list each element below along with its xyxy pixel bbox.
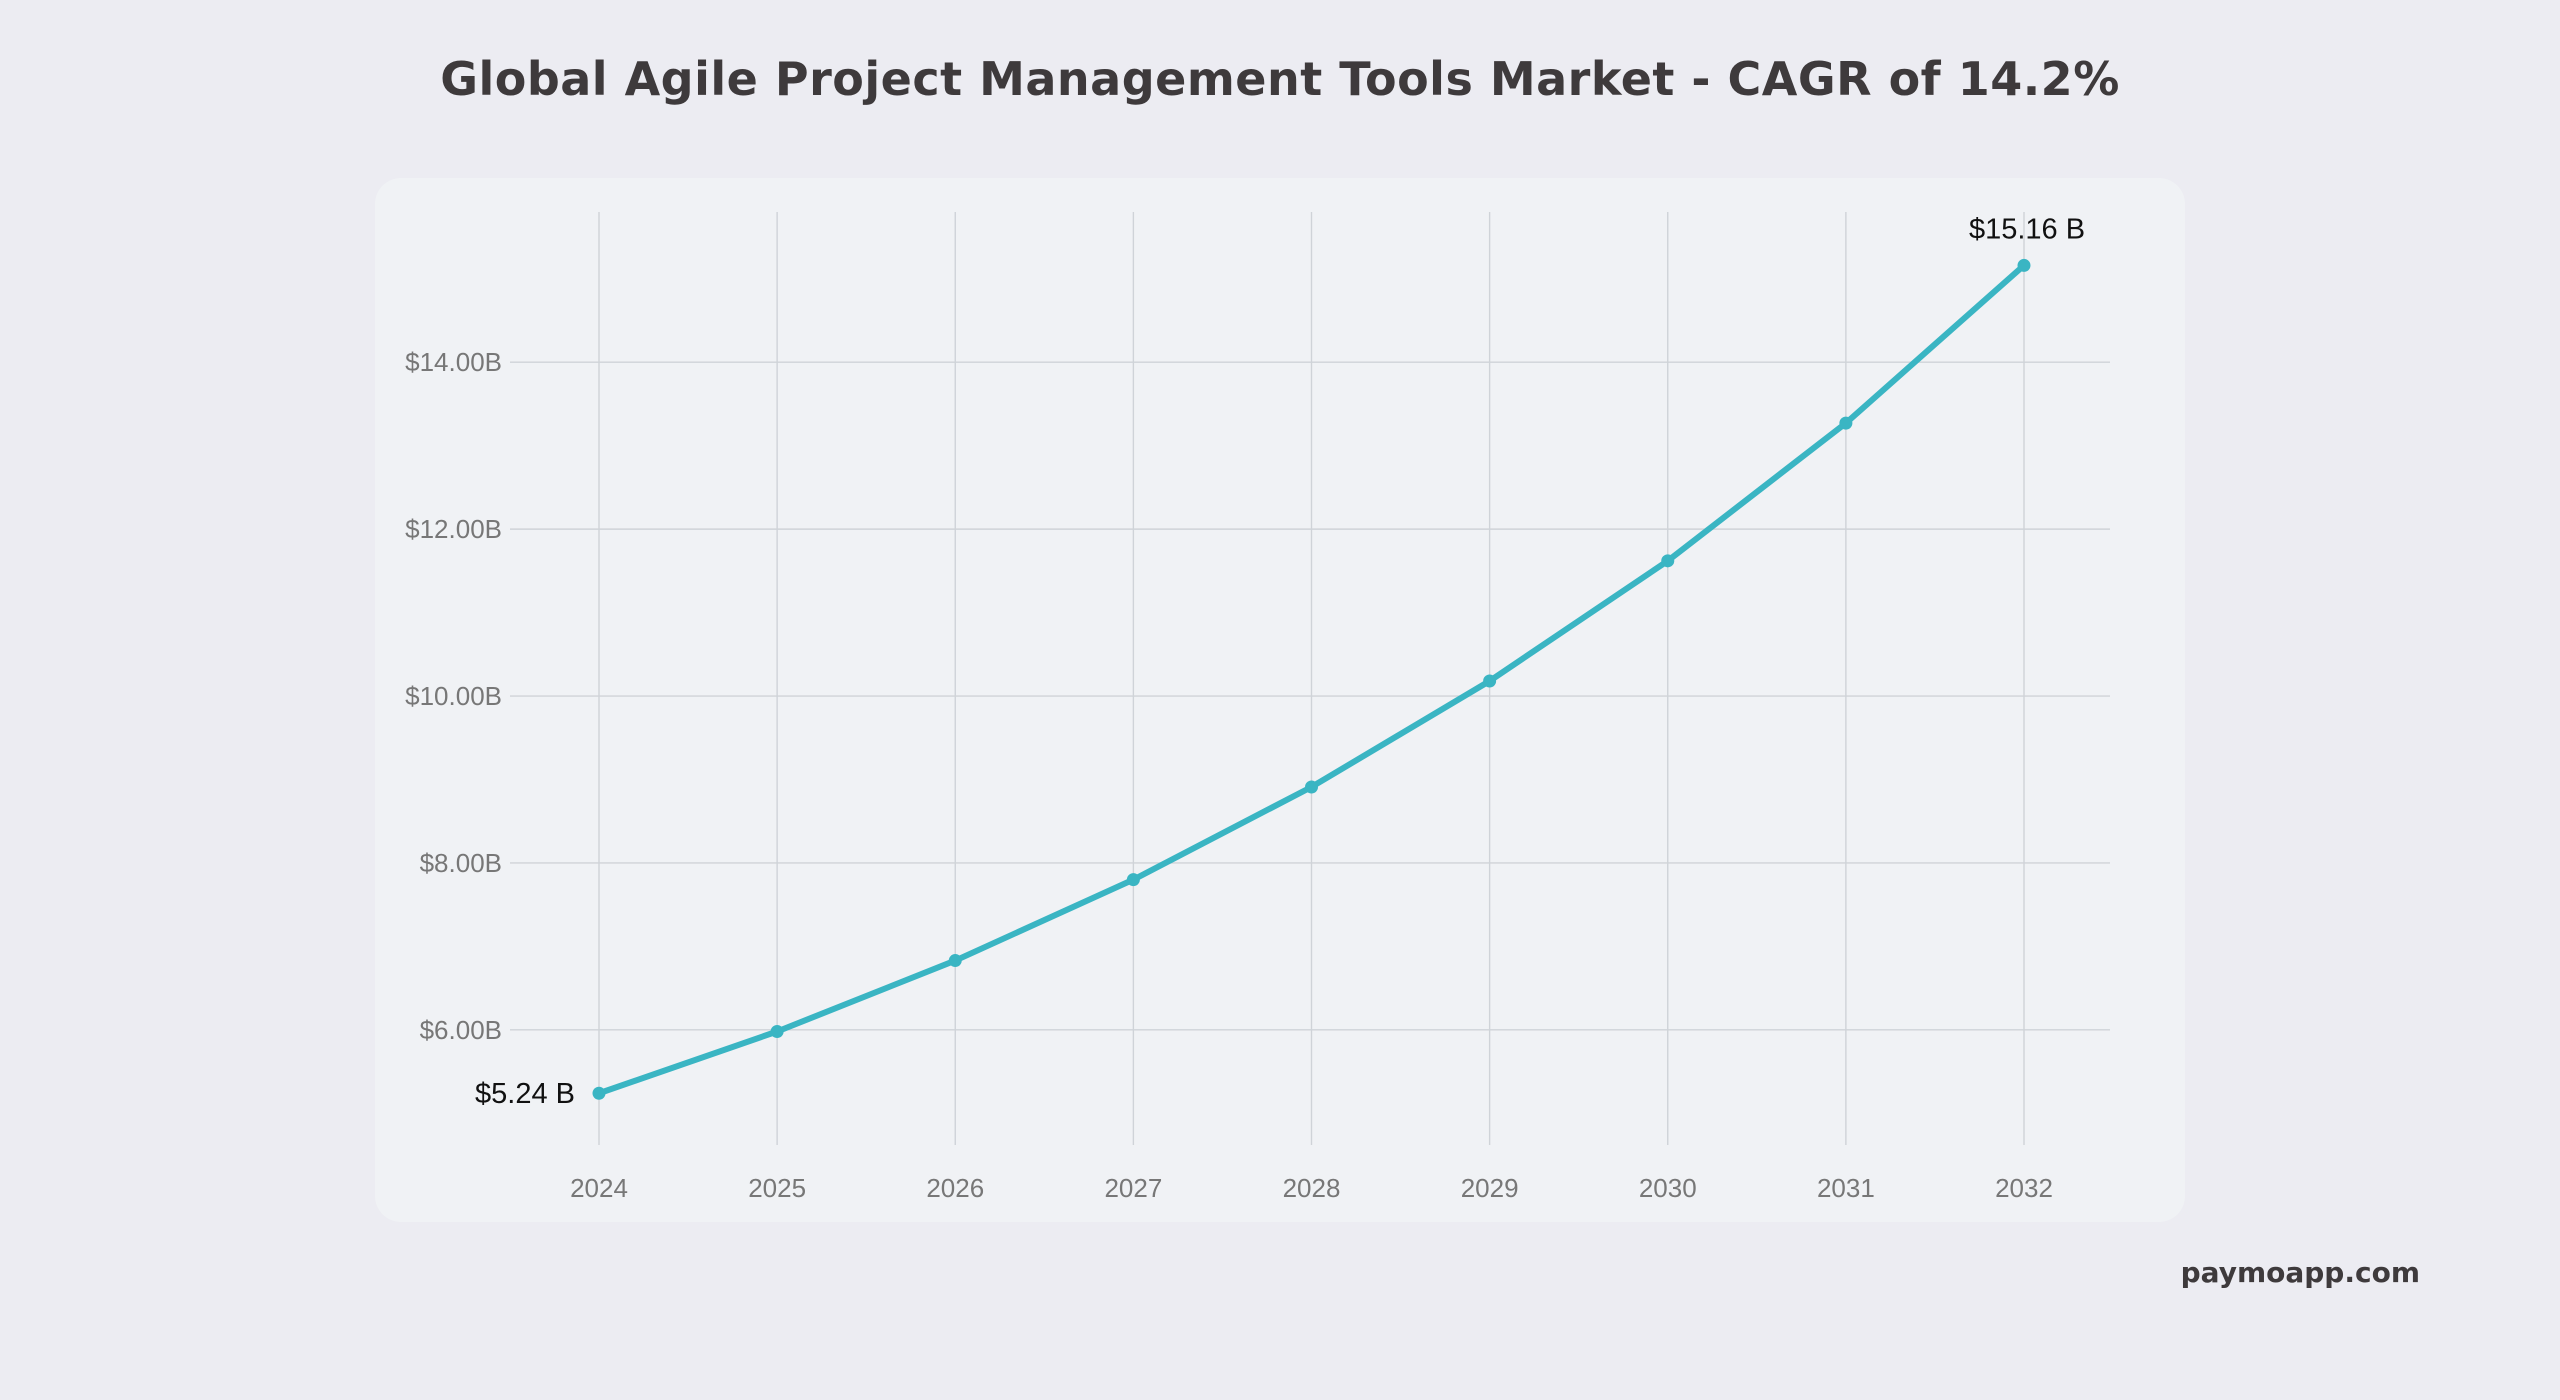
x-tick-label: 2031 (1817, 1173, 1875, 1203)
data-point (948, 954, 962, 968)
data-point (1305, 780, 1318, 794)
x-tick-label: 2032 (1995, 1173, 2053, 1203)
chart-card: $6.00B $8.00B $10.00B $12.00B $14.00B 2024 202… (375, 178, 2185, 1222)
x-tick-label: 2028 (1283, 1173, 1341, 1203)
chart-title: Global Agile Project Management Tools Ma… (440, 52, 2120, 106)
y-tick-label: $12.00B (405, 514, 502, 544)
y-tick-label: $6.00B (420, 1015, 502, 1045)
x-tick-label: 2030 (1639, 1173, 1697, 1203)
data-point (1839, 416, 1853, 430)
y-tick-label: $10.00B (405, 681, 502, 711)
data-point (592, 1086, 606, 1100)
data-label: $5.24 B (475, 1078, 575, 1110)
y-tick-label: $8.00B (420, 848, 502, 878)
data-point (1483, 674, 1497, 688)
data-point (1661, 554, 1675, 568)
source-label: paymoapp.com (2180, 1256, 2420, 1289)
y-tick-label: $14.00B (405, 347, 502, 377)
x-tick-label: 2025 (748, 1173, 806, 1203)
x-tick-label: 2029 (1461, 1173, 1519, 1203)
line-chart: $6.00B $8.00B $10.00B $12.00B $14.00B 2024 202… (405, 212, 2110, 1203)
data-label: $15.16 B (1969, 213, 2085, 245)
data-point (770, 1024, 784, 1038)
x-tick-label: 2027 (1104, 1173, 1162, 1203)
data-point (2017, 258, 2031, 272)
x-tick-label: 2024 (570, 1173, 628, 1203)
data-point (1126, 873, 1140, 887)
x-tick-label: 2026 (926, 1173, 984, 1203)
